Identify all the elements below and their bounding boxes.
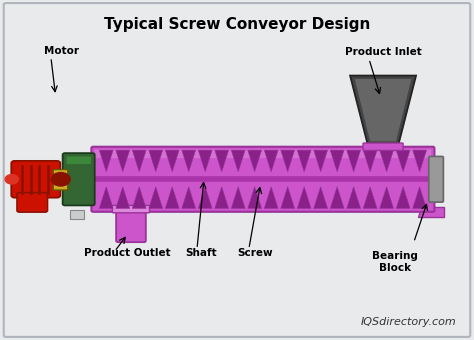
Polygon shape	[231, 187, 245, 208]
Polygon shape	[314, 150, 328, 172]
Circle shape	[5, 174, 18, 184]
Polygon shape	[297, 150, 311, 172]
Text: Bearing
Block: Bearing Block	[372, 251, 418, 273]
Text: Product Outlet: Product Outlet	[84, 248, 171, 258]
Polygon shape	[149, 187, 163, 208]
Polygon shape	[182, 187, 196, 208]
Polygon shape	[330, 187, 344, 208]
FancyBboxPatch shape	[112, 205, 150, 213]
Polygon shape	[281, 150, 294, 172]
Polygon shape	[182, 150, 196, 172]
Polygon shape	[363, 150, 377, 172]
Polygon shape	[132, 150, 146, 172]
Polygon shape	[413, 150, 427, 172]
Polygon shape	[380, 150, 393, 172]
Polygon shape	[149, 150, 163, 172]
Polygon shape	[314, 187, 328, 208]
Polygon shape	[281, 187, 294, 208]
Polygon shape	[419, 207, 444, 217]
Polygon shape	[215, 187, 228, 208]
Polygon shape	[248, 150, 262, 172]
Text: Motor: Motor	[44, 46, 79, 56]
Polygon shape	[215, 150, 228, 172]
Polygon shape	[264, 150, 278, 172]
FancyBboxPatch shape	[4, 3, 470, 337]
Polygon shape	[346, 150, 361, 172]
Polygon shape	[396, 187, 410, 208]
Polygon shape	[264, 187, 278, 208]
FancyBboxPatch shape	[95, 149, 431, 158]
Polygon shape	[396, 150, 410, 172]
Text: Screw: Screw	[237, 248, 273, 258]
FancyBboxPatch shape	[91, 147, 435, 212]
Polygon shape	[198, 150, 212, 172]
FancyBboxPatch shape	[53, 170, 68, 190]
Polygon shape	[116, 150, 130, 172]
Text: Product Inlet: Product Inlet	[346, 47, 422, 57]
Polygon shape	[380, 187, 393, 208]
Polygon shape	[198, 187, 212, 208]
FancyBboxPatch shape	[66, 156, 91, 164]
Text: Shaft: Shaft	[185, 248, 217, 258]
Polygon shape	[355, 79, 411, 141]
Polygon shape	[346, 187, 361, 208]
Circle shape	[51, 172, 70, 186]
Text: Typical Screw Conveyor Design: Typical Screw Conveyor Design	[104, 17, 370, 32]
Polygon shape	[116, 187, 130, 208]
Text: IQSdirectory.com: IQSdirectory.com	[360, 317, 456, 327]
Polygon shape	[100, 187, 113, 208]
FancyBboxPatch shape	[116, 206, 146, 242]
Polygon shape	[70, 210, 84, 219]
Polygon shape	[297, 187, 311, 208]
FancyBboxPatch shape	[363, 143, 403, 150]
FancyBboxPatch shape	[429, 156, 443, 202]
Polygon shape	[363, 187, 377, 208]
Polygon shape	[413, 187, 427, 208]
Polygon shape	[231, 150, 245, 172]
Polygon shape	[165, 150, 179, 172]
FancyBboxPatch shape	[63, 153, 95, 205]
Polygon shape	[132, 187, 146, 208]
Polygon shape	[248, 187, 262, 208]
Polygon shape	[165, 187, 179, 208]
Polygon shape	[330, 150, 344, 172]
FancyBboxPatch shape	[17, 192, 47, 212]
Polygon shape	[100, 150, 113, 172]
Polygon shape	[350, 75, 416, 145]
FancyBboxPatch shape	[11, 161, 60, 198]
